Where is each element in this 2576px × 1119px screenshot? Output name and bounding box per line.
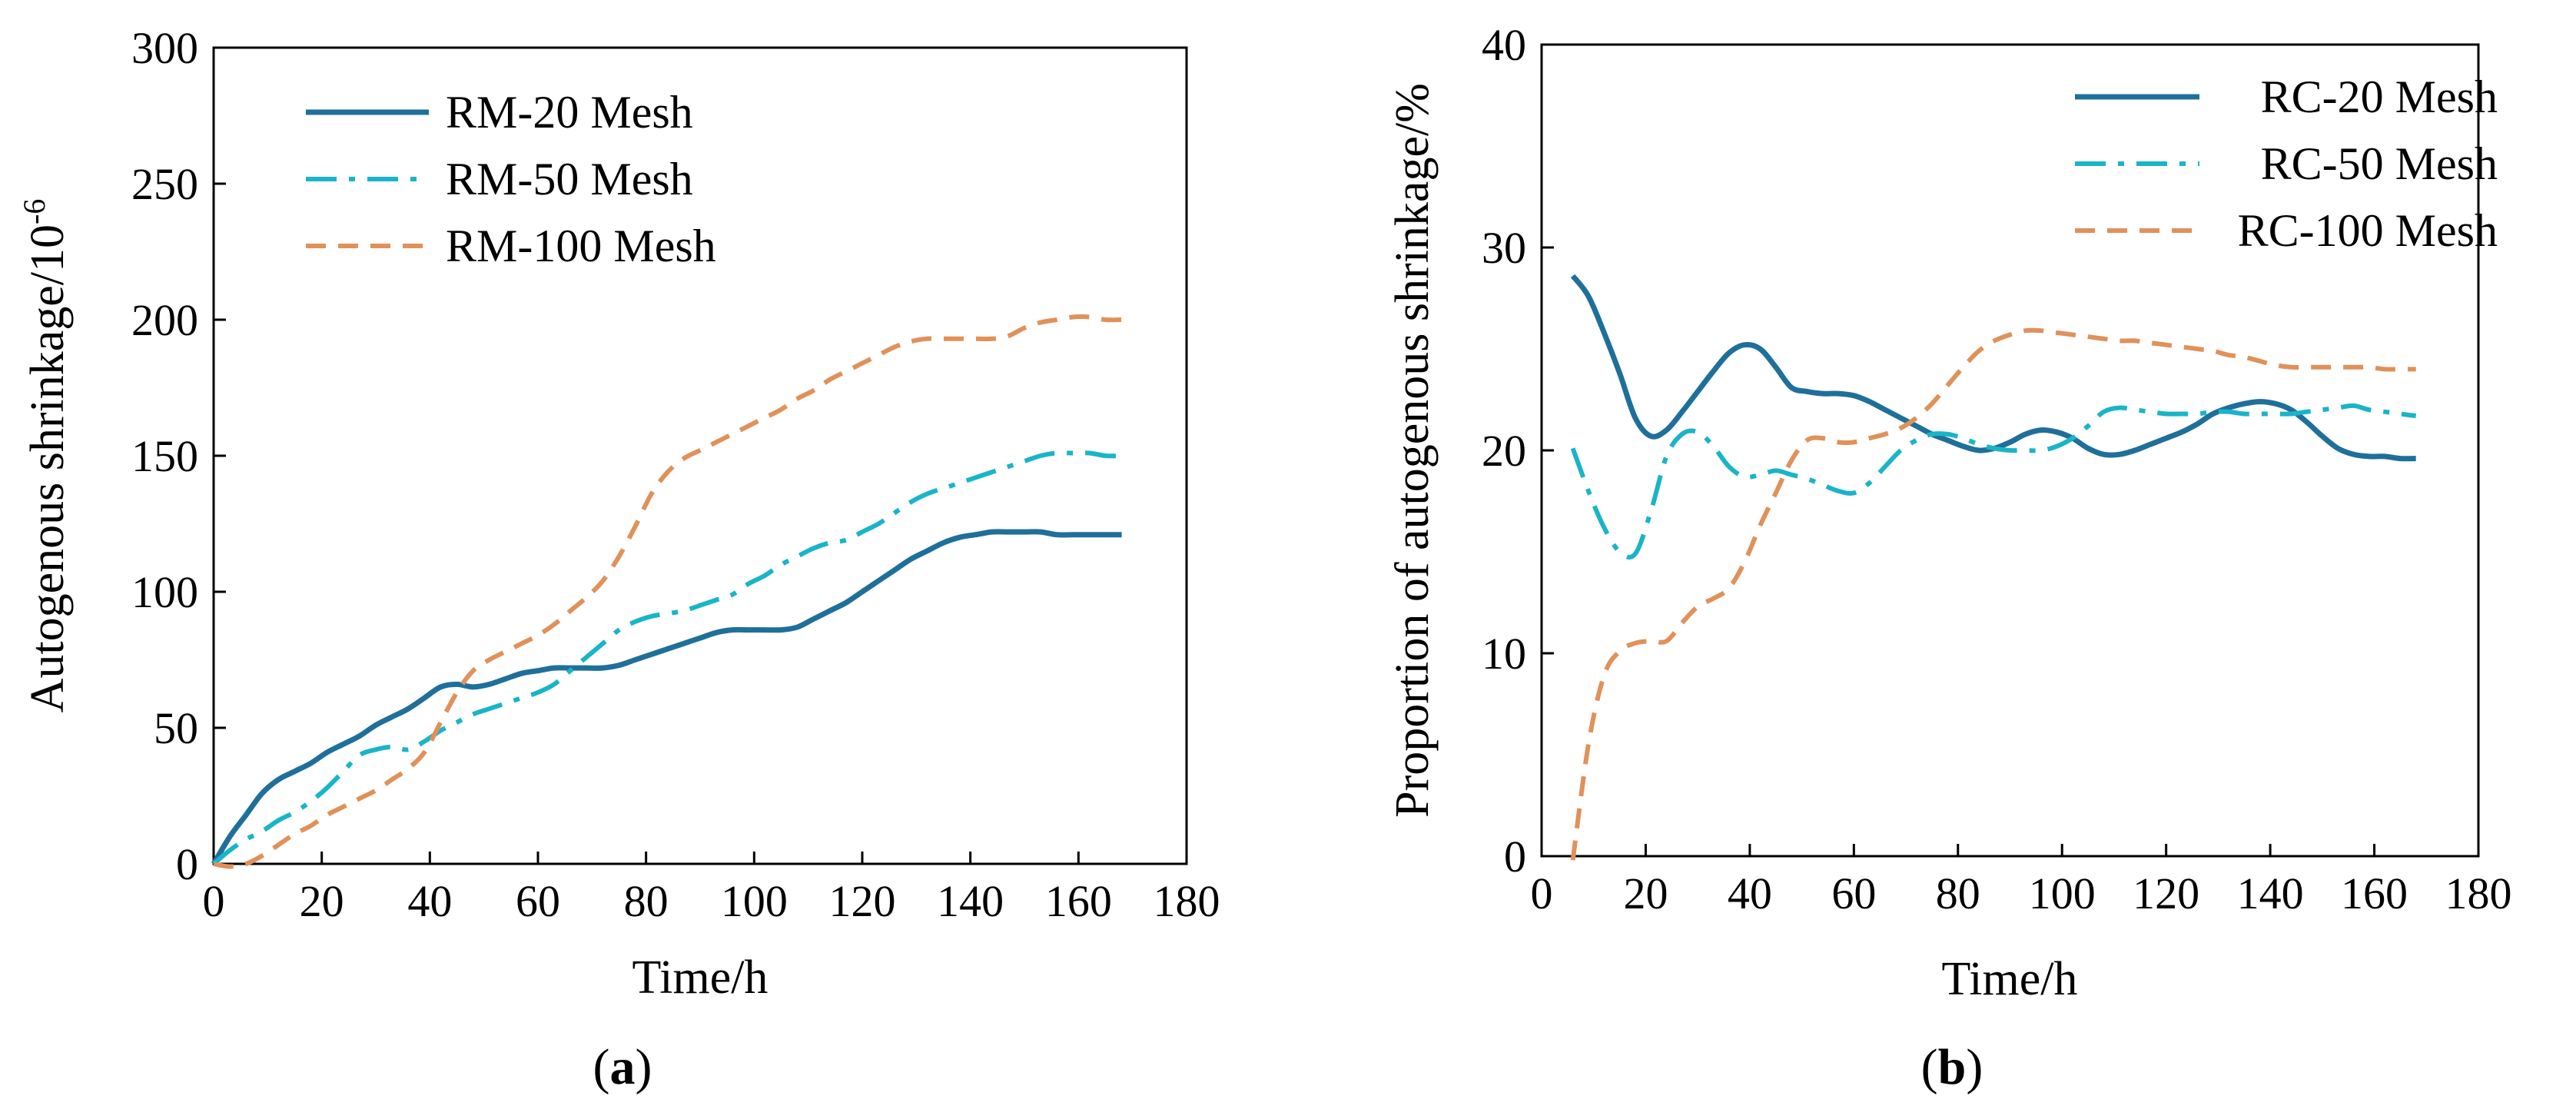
legend-label: RM-100 Mesh xyxy=(446,221,716,271)
x-tick-label-b: 100 xyxy=(2029,868,2096,918)
x-tick-label-a: 20 xyxy=(300,876,344,926)
series-line-rm-100-mesh xyxy=(213,314,1122,869)
legend-label: RC-100 Mesh xyxy=(2238,205,2498,256)
y-tick-label-b: 10 xyxy=(1482,629,1526,679)
y-tick-label-a: 150 xyxy=(131,431,198,481)
series-line-rc-50-mesh xyxy=(1570,403,2417,560)
legend-label: RM-50 Mesh xyxy=(446,154,693,204)
x-tick-label-a: 60 xyxy=(516,876,560,926)
panel-label-b: (b) xyxy=(1921,1039,1983,1095)
series-line-rm-20-mesh xyxy=(211,529,1122,865)
x-tick-label-a: 120 xyxy=(829,876,896,926)
y-tick-label-a: 250 xyxy=(131,159,198,209)
y-tick-label-a: 0 xyxy=(176,839,198,889)
x-tick-label-b: 160 xyxy=(2341,868,2408,918)
x-axis-title-a: Time/h xyxy=(632,951,768,1004)
y-tick-label-b: 20 xyxy=(1482,426,1526,476)
legend-a: RM-20 Mesh RM-50 Mesh RM-100 Mesh xyxy=(306,87,716,271)
chart-panel-a: 0 20 40 60 80 100 120 140 160 180 0 50 100 150 200 250 3… xyxy=(17,23,1220,1095)
legend-label: RC-20 Mesh xyxy=(2261,71,2498,122)
x-tick-label-a: 160 xyxy=(1045,876,1112,926)
y-tick-label-a: 300 xyxy=(131,23,198,73)
x-tick-label-b: 0 xyxy=(1531,868,1553,918)
x-tick-label-a: 180 xyxy=(1154,876,1220,926)
y-tick-label-a: 100 xyxy=(131,567,198,617)
x-tick-label-a: 100 xyxy=(721,876,788,926)
x-tick-label-a: 40 xyxy=(407,876,452,926)
legend-label: RC-50 Mesh xyxy=(2261,138,2498,189)
y-tick-label-b: 0 xyxy=(1504,832,1526,882)
y-tick-label-b: 30 xyxy=(1482,223,1526,273)
y-tick-label-a: 50 xyxy=(154,703,198,753)
x-tick-label-b: 60 xyxy=(1831,868,1876,918)
chart-panel-b: 0 20 40 60 80 100 120 140 160 180 0 10 20 30 40 RC-20 … xyxy=(1386,20,2512,1095)
x-tick-label-b: 120 xyxy=(2133,868,2199,918)
legend-label: RM-20 Mesh xyxy=(446,87,693,138)
x-tick-label-a: 0 xyxy=(203,876,225,926)
x-axis-title-b: Time/h xyxy=(1942,953,2078,1005)
y-axis-title-b: Proportion of autogenous shrinkage/% xyxy=(1386,83,1439,818)
y-tick-label-a: 200 xyxy=(131,295,198,345)
panel-label-a: (a) xyxy=(593,1039,652,1095)
x-tick-label-a: 80 xyxy=(624,876,669,926)
x-tick-label-b: 140 xyxy=(2237,868,2304,918)
x-tick-label-b: 40 xyxy=(1728,868,1772,918)
y-tick-label-b: 40 xyxy=(1482,20,1526,70)
x-tick-label-b: 20 xyxy=(1623,868,1668,918)
x-tick-label-a: 140 xyxy=(937,876,1004,926)
series-line-rm-50-mesh xyxy=(212,450,1122,866)
y-axis-title-a: Autogenous shrinkage/10-6 xyxy=(17,199,74,713)
x-tick-label-b: 180 xyxy=(2445,868,2512,918)
legend-b: RC-20 Mesh RC-50 Mesh RC-100 Mesh xyxy=(2075,71,2498,256)
x-tick-label-b: 80 xyxy=(1936,868,1980,918)
